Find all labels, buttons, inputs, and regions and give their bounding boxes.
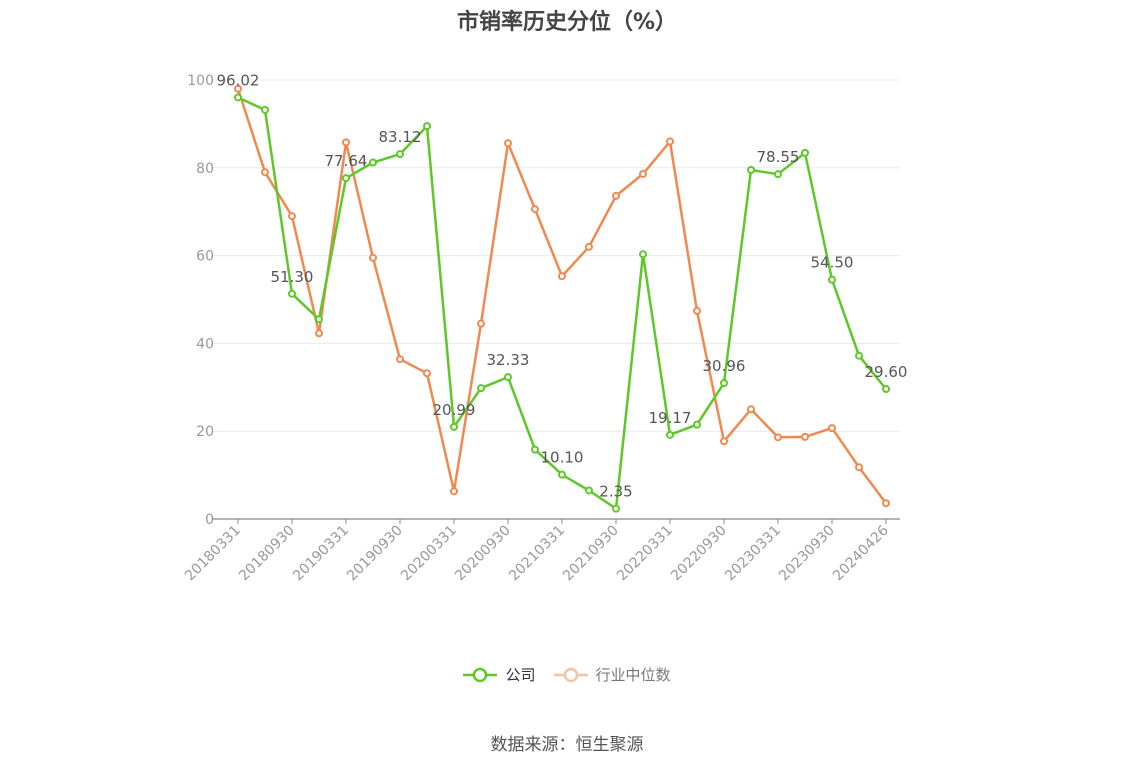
data-label: 77.64 <box>325 152 368 170</box>
series-points <box>234 84 890 513</box>
legend-label-industry: 行业中位数 <box>595 666 671 684</box>
data-point-industry <box>585 242 593 251</box>
x-tick-label: 20240426 <box>830 522 892 584</box>
data-point-company <box>531 445 539 454</box>
data-point-industry <box>531 205 539 214</box>
data-label: 51.30 <box>271 268 314 286</box>
data-point-company <box>315 315 323 324</box>
data-label: 2.35 <box>599 483 632 501</box>
legend-item-company[interactable]: 公司 <box>463 664 536 685</box>
data-label: 96.02 <box>217 71 260 89</box>
x-tick-label: 20210331 <box>506 523 568 585</box>
data-point-company <box>828 275 836 284</box>
data-point-company <box>639 250 647 259</box>
data-point-industry <box>855 463 863 472</box>
data-point-company <box>342 174 350 183</box>
data-label: 78.55 <box>757 148 800 166</box>
data-label: 29.60 <box>865 363 908 381</box>
data-point-industry <box>288 212 296 221</box>
x-tick-label: 20180331 <box>182 523 244 585</box>
data-point-industry <box>639 169 647 178</box>
data-point-industry <box>693 306 701 315</box>
data-point-company <box>234 93 242 102</box>
data-point-company <box>369 158 377 167</box>
x-tick-label: 20190930 <box>344 523 406 585</box>
data-point-industry <box>828 424 836 433</box>
data-label: 54.50 <box>811 254 854 272</box>
data-point-company <box>855 351 863 360</box>
data-point-company <box>693 420 701 429</box>
y-tick-label: 80 <box>196 161 214 177</box>
data-point-company <box>477 384 485 393</box>
x-axis: 2018033120180930201903312019093020200331… <box>182 518 900 585</box>
data-point-company <box>666 430 674 439</box>
data-point-industry <box>504 139 512 148</box>
data-point-industry <box>882 499 890 508</box>
data-point-company <box>288 289 296 298</box>
legend: 公司 行业中位数 <box>0 664 1134 685</box>
data-point-industry <box>369 253 377 262</box>
y-tick-label: 100 <box>187 73 214 89</box>
data-label: 19.17 <box>649 409 692 427</box>
data-label: 10.10 <box>541 449 584 467</box>
data-point-industry <box>558 272 566 281</box>
data-point-company <box>396 150 404 159</box>
y-tick-label: 60 <box>196 249 214 265</box>
grid-lines <box>212 79 900 432</box>
data-point-industry <box>450 487 458 496</box>
x-tick-label: 20230930 <box>776 523 838 585</box>
data-point-industry <box>342 138 350 147</box>
data-point-company <box>585 486 593 495</box>
legend-marker-company <box>463 667 498 682</box>
data-point-company <box>747 165 755 174</box>
data-point-industry <box>666 137 674 146</box>
x-tick-label: 20190331 <box>290 523 352 585</box>
data-point-industry <box>747 405 755 414</box>
data-point-company <box>504 373 512 382</box>
data-labels: 96.02 51.30 77.64 83.12 20.99 32.33 10.10 2.35 1… <box>217 71 908 500</box>
x-tick-label: 20210930 <box>560 523 622 585</box>
y-tick-label: 0 <box>205 512 214 528</box>
x-tick-label: 20220930 <box>668 523 730 585</box>
data-point-company <box>450 422 458 431</box>
data-point-industry <box>396 355 404 364</box>
y-axis-ticks: 0 20 40 60 80 100 <box>187 73 214 528</box>
x-tick-label: 20200331 <box>398 523 460 585</box>
data-point-company <box>801 148 809 157</box>
x-tick-label: 20200930 <box>452 523 514 585</box>
data-label: 32.33 <box>487 351 530 369</box>
data-point-industry <box>234 84 242 93</box>
data-point-industry <box>477 319 485 328</box>
data-point-company <box>612 504 620 513</box>
data-point-company <box>882 385 890 394</box>
data-label: 30.96 <box>703 357 746 375</box>
data-label: 83.12 <box>379 128 422 146</box>
data-point-company <box>720 379 728 388</box>
chart-title: 市销率历史分位（%） <box>456 10 678 35</box>
data-point-industry <box>612 191 620 200</box>
data-label: 20.99 <box>433 401 476 419</box>
data-point-company <box>774 170 782 179</box>
data-point-industry <box>801 432 809 441</box>
y-tick-label: 20 <box>196 424 214 440</box>
data-point-industry <box>261 168 269 177</box>
data-point-industry <box>720 437 728 446</box>
data-source: 数据来源：恒生聚源 <box>490 735 644 755</box>
legend-item-industry[interactable]: 行业中位数 <box>553 664 671 685</box>
data-point-company <box>261 105 269 114</box>
x-tick-label: 20220331 <box>614 523 676 585</box>
data-point-company <box>558 470 566 479</box>
legend-label-company: 公司 <box>505 666 536 684</box>
x-tick-label: 20230331 <box>722 523 784 585</box>
data-point-industry <box>423 369 431 378</box>
legend-marker-industry <box>553 667 588 682</box>
data-point-industry <box>774 433 782 442</box>
x-tick-label: 20180930 <box>236 523 298 585</box>
y-tick-label: 40 <box>196 336 214 352</box>
data-point-industry <box>315 329 323 338</box>
data-point-company <box>423 122 431 131</box>
